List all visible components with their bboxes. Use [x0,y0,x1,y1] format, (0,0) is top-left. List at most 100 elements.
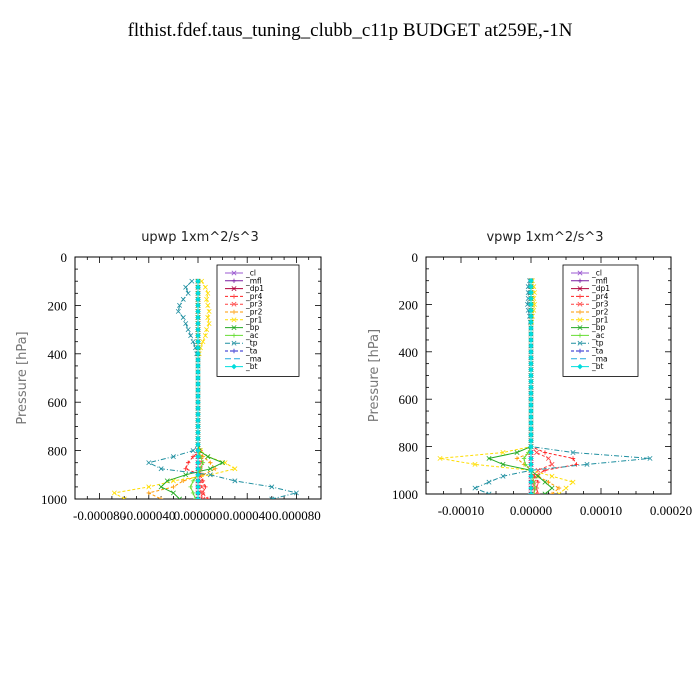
series-point [146,484,152,490]
series-point [202,284,208,290]
series-point [199,484,205,490]
series-point [563,485,569,491]
x-tick-label: -0.000080 [73,508,126,523]
series-point [195,472,201,478]
series-point [528,384,534,391]
series-point [195,459,201,466]
series-point [528,479,534,485]
series-point [232,478,238,484]
page-title: flthist.fdef.taus_tuning_clubb_c11p BUDG… [127,20,573,41]
legend-label: _ta [245,347,257,356]
series-point [195,363,201,369]
series-point [195,308,201,315]
series-point [231,309,237,315]
series-point [577,309,583,315]
series-point [528,295,534,302]
legend-label: _ac [245,331,258,340]
series-point [195,369,201,375]
x-tick-label: 0.000080 [272,508,321,523]
series-point [195,344,201,351]
series-point [528,337,534,343]
series-point [528,372,534,379]
series-point [195,496,201,499]
legend-label: _bt [591,362,604,371]
series-point [220,460,226,466]
series-point [525,284,531,290]
series-point [528,414,534,420]
series-point [146,490,151,496]
legend-label: _ta [591,347,603,356]
series-point [231,317,237,323]
series-point [195,284,201,291]
series-point [195,296,201,303]
series-point [190,478,196,484]
series-point [437,455,443,461]
series-point [195,351,201,357]
series-point [528,449,534,456]
series-point [190,339,196,345]
series-point [206,308,212,314]
series-point [293,490,299,496]
series-point [195,453,201,460]
series-point [534,450,540,456]
series-point [525,307,531,313]
series-point [231,340,237,346]
series-point [577,348,583,354]
series-point [486,491,492,494]
series-point [200,490,206,496]
series-layer [437,277,653,494]
series-point [269,484,275,490]
series-point [195,314,201,321]
series-point [528,349,534,355]
series-point [195,417,201,424]
series-point [146,460,152,466]
series-point [195,375,201,381]
x-tick-label: 0.000000 [174,508,223,523]
series-point [183,472,189,478]
series-point [177,302,183,308]
series-point [190,490,196,496]
legend-label: _cl [591,269,602,278]
series-point [205,315,211,320]
legend-label: _tp [591,339,604,348]
series-point [577,270,583,276]
series-point [528,420,534,426]
series-point [195,478,201,484]
series-point [528,390,534,397]
series-point [535,473,541,479]
series-point [206,321,212,327]
series-point [528,396,534,402]
series-point [525,290,531,296]
series-point [205,496,211,499]
series-point [195,441,201,448]
series-point [195,320,201,327]
series-point [528,461,534,468]
series-point [180,296,186,302]
series-point [205,454,211,460]
series-point [549,485,555,491]
series-point [535,491,541,494]
series-point [195,447,201,454]
x-tick-label: -0.000040 [122,508,175,523]
series-point [195,357,201,363]
series-point [180,315,186,320]
series-point [203,484,208,490]
series-point [528,325,534,331]
legend-label: _bp [591,323,606,332]
series-point [207,472,213,478]
series-point [200,496,206,499]
series-point [472,485,478,491]
series-point [528,289,534,296]
series-point [549,473,555,479]
series-point [183,284,189,290]
series-point [528,426,534,432]
series-point [514,456,520,461]
series-point [158,484,164,490]
series-point [231,348,237,354]
series-point [204,327,210,333]
y-tick-label: 0 [412,250,419,265]
series-point [531,491,536,494]
series-point [528,437,534,444]
series-line-pr2 [147,281,216,499]
